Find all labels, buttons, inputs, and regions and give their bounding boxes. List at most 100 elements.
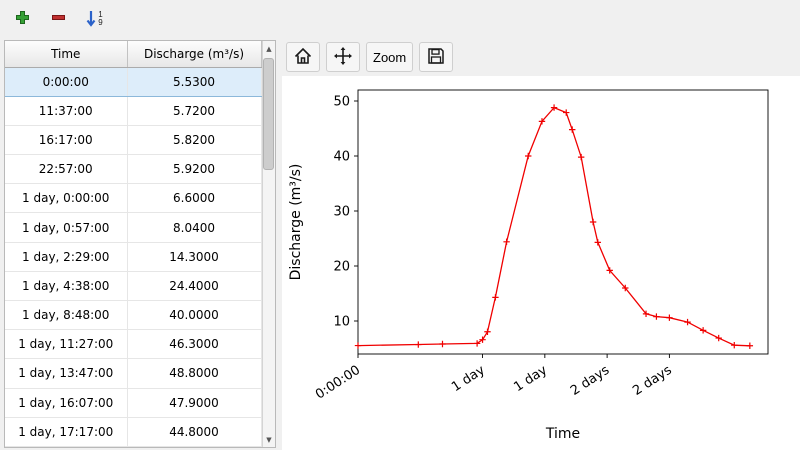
table-row[interactable]: 1 day, 16:07:00 47.9000	[5, 388, 262, 418]
data-point-marker	[606, 267, 613, 274]
table-body: 0:00:00 5.5300 11:37:00 5.7200 16:17:00 5.820…	[5, 66, 262, 447]
figure-canvas[interactable]: 10 20 30 40 50 0:00:00 1 day 1 day 2 days 2 days T…	[282, 76, 800, 450]
discharge-cell[interactable]: 8.0400	[127, 212, 262, 243]
content-area: Time Discharge (m³/s) 0:00:00 5.5300 11:37…	[0, 38, 800, 450]
chart-panel: Zoom 10 20 30 40 50 0:00:00 1 day 1 day 2 days 2 …	[276, 38, 800, 450]
scrollbar-thumb[interactable]	[263, 58, 274, 170]
table-row[interactable]: 1 day, 13:47:00 48.8000	[5, 358, 262, 389]
remove-row-button[interactable]	[44, 5, 72, 33]
pan-icon	[333, 46, 353, 69]
time-cell[interactable]: 22:57:00	[5, 154, 128, 185]
time-cell[interactable]: 1 day, 0:57:00	[5, 212, 128, 243]
data-point-marker	[715, 334, 722, 342]
hydrograph-table-panel: Time Discharge (m³/s) 0:00:00 5.5300 11:37…	[4, 40, 276, 448]
pan-button[interactable]	[326, 42, 360, 72]
time-cell[interactable]: 1 day, 11:27:00	[5, 329, 128, 360]
x-tick-label: 2 days	[568, 363, 612, 399]
data-point-marker	[666, 314, 673, 321]
x-tick-label: 1 day	[449, 363, 488, 396]
zoom-button[interactable]: Zoom	[366, 42, 414, 72]
table-row[interactable]: 11:37:00 5.7200	[5, 96, 262, 126]
add-row-button[interactable]	[8, 5, 36, 33]
time-cell[interactable]: 1 day, 16:07:00	[5, 388, 128, 418]
discharge-cell[interactable]: 48.8000	[127, 358, 262, 389]
column-header-discharge[interactable]: Discharge (m³/s)	[127, 41, 262, 68]
discharge-cell[interactable]: 5.9200	[127, 154, 262, 185]
time-cell[interactable]: 1 day, 17:17:00	[5, 417, 128, 447]
discharge-cell[interactable]: 5.8200	[127, 125, 262, 156]
sort-badge-top: 1	[98, 10, 103, 19]
plus-icon	[14, 9, 31, 29]
discharge-line-series	[357, 106, 750, 347]
column-header-time[interactable]: Time	[5, 41, 128, 68]
sort-button[interactable]: 1 9	[80, 5, 108, 33]
table-row[interactable]: 1 day, 2:29:00 14.3000	[5, 242, 262, 272]
data-point-marker	[684, 318, 691, 326]
time-cell[interactable]: 11:37:00	[5, 96, 128, 126]
time-cell[interactable]: 0:00:00	[5, 66, 128, 97]
y-tick-label: 50	[333, 95, 350, 110]
table-row[interactable]: 1 day, 8:48:00 40.0000	[5, 300, 262, 331]
data-point-marker	[503, 238, 510, 245]
time-cell[interactable]: 16:17:00	[5, 125, 128, 156]
data-point-marker	[479, 336, 486, 343]
x-tick-label: 0:00:00	[313, 363, 363, 403]
time-cell[interactable]: 1 day, 13:47:00	[5, 358, 128, 389]
discharge-chart[interactable]: 10 20 30 40 50 0:00:00 1 day 1 day 2 days 2 days T…	[282, 76, 800, 448]
data-point-marker	[484, 328, 491, 335]
discharge-cell[interactable]: 14.3000	[127, 242, 262, 272]
sort-badge-bottom: 9	[98, 18, 103, 27]
data-point-marker	[594, 239, 601, 246]
table-row[interactable]: 1 day, 0:57:00 8.0400	[5, 212, 262, 243]
data-point-marker	[473, 340, 481, 347]
data-point-marker	[439, 340, 446, 348]
discharge-cell[interactable]: 5.5300	[127, 66, 262, 97]
data-point-marker	[642, 310, 650, 318]
x-axis-label: Time	[545, 426, 580, 442]
discharge-cell[interactable]: 24.4000	[127, 271, 262, 302]
data-point-marker	[415, 341, 422, 348]
table-row[interactable]: 1 day, 4:38:00 24.4000	[5, 271, 262, 302]
hydrograph-table: Time Discharge (m³/s) 0:00:00 5.5300 11:37…	[5, 41, 262, 447]
minus-icon	[50, 9, 67, 29]
save-icon	[426, 46, 446, 69]
data-point-marker	[577, 153, 585, 161]
data-point-marker	[538, 118, 546, 125]
table-row[interactable]: 1 day, 17:17:00 44.8000	[5, 417, 262, 447]
discharge-cell[interactable]: 46.3000	[127, 329, 262, 360]
sort-ascending-icon: 1 9	[85, 9, 103, 29]
data-point-marker	[354, 342, 362, 349]
scroll-up-icon[interactable]: ▲	[266, 44, 272, 53]
table-row[interactable]: 16:17:00 5.8200	[5, 125, 262, 156]
data-point-marker	[622, 284, 629, 292]
time-cell[interactable]: 1 day, 2:29:00	[5, 242, 128, 272]
time-cell[interactable]: 1 day, 0:00:00	[5, 183, 128, 214]
scroll-down-icon[interactable]: ▼	[266, 435, 272, 444]
scrollbar-track[interactable]	[262, 56, 275, 432]
data-point-marker	[569, 126, 576, 133]
data-point-marker	[731, 342, 738, 349]
data-point-marker	[563, 109, 570, 116]
table-row[interactable]: 1 day, 11:27:00 46.3000	[5, 329, 262, 360]
x-tick-label: 2 days	[630, 363, 674, 399]
discharge-cell[interactable]: 44.8000	[127, 417, 262, 447]
table-scrollbar[interactable]: ▲ ▼	[261, 41, 275, 447]
y-tick-label: 40	[333, 150, 350, 165]
discharge-cell[interactable]: 6.6000	[127, 183, 262, 214]
home-button[interactable]	[286, 42, 320, 72]
x-tick-label: 1 day	[511, 363, 550, 396]
time-cell[interactable]: 1 day, 8:48:00	[5, 300, 128, 331]
time-cell[interactable]: 1 day, 4:38:00	[5, 271, 128, 302]
y-tick-label: 10	[333, 315, 350, 330]
discharge-cell[interactable]: 5.7200	[127, 96, 262, 126]
table-row[interactable]: 0:00:00 5.5300	[5, 66, 262, 97]
discharge-cell[interactable]: 47.9000	[127, 388, 262, 418]
table-row[interactable]: 1 day, 0:00:00 6.6000	[5, 183, 262, 214]
table-row[interactable]: 22:57:00 5.9200	[5, 154, 262, 185]
chart-toolbar: Zoom	[282, 38, 800, 76]
save-button[interactable]	[419, 42, 454, 72]
home-icon	[293, 46, 313, 69]
discharge-cell[interactable]: 40.0000	[127, 300, 262, 331]
data-point-marker	[699, 327, 707, 334]
